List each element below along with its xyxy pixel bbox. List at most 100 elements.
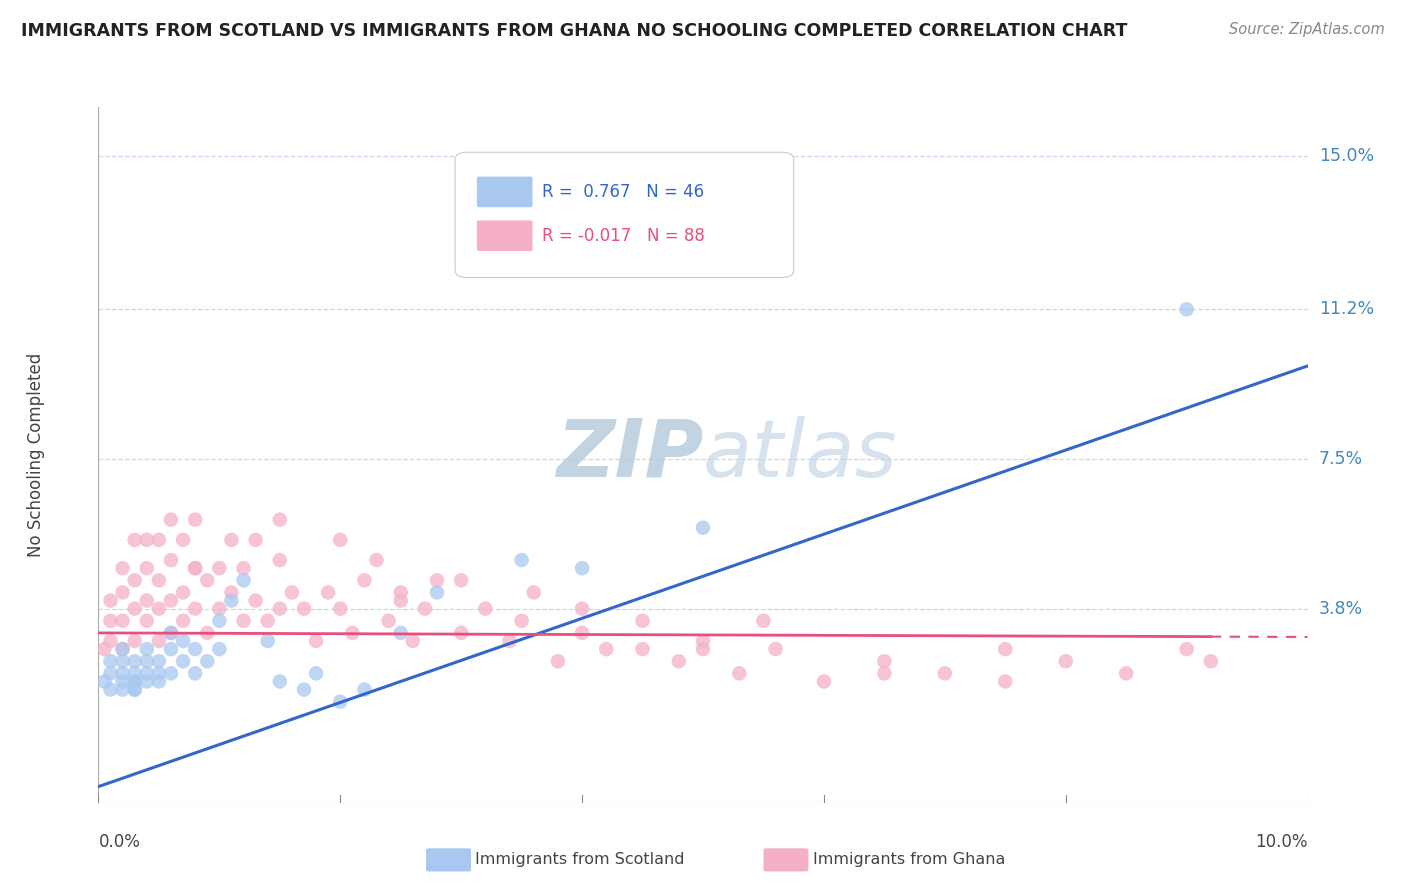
Text: R =  0.767   N = 46: R = 0.767 N = 46 [543, 183, 704, 201]
Point [305, 666, 328, 681]
Point [221, 533, 243, 547]
Point [195, 574, 218, 588]
Point [124, 674, 146, 689]
Point [148, 634, 170, 648]
Point [292, 682, 315, 697]
Point [692, 521, 714, 535]
Point [184, 561, 207, 575]
Point [148, 574, 170, 588]
Point [172, 634, 194, 648]
Point [426, 585, 449, 599]
Point [100, 634, 122, 648]
Point [111, 642, 134, 657]
Point [184, 642, 207, 657]
Point [184, 513, 207, 527]
Point [292, 601, 315, 615]
Point [111, 585, 134, 599]
Text: Immigrants from Scotland: Immigrants from Scotland [475, 853, 685, 867]
Point [100, 654, 122, 668]
Text: R = -0.017   N = 88: R = -0.017 N = 88 [543, 227, 704, 244]
Point [172, 654, 194, 668]
Point [111, 561, 134, 575]
Point [208, 614, 231, 628]
FancyBboxPatch shape [477, 177, 533, 207]
Point [100, 593, 122, 607]
Point [413, 601, 436, 615]
Point [172, 585, 194, 599]
Point [728, 666, 751, 681]
Point [765, 642, 787, 657]
Point [510, 614, 533, 628]
Point [148, 601, 170, 615]
Point [366, 553, 388, 567]
Point [172, 614, 194, 628]
Point [571, 561, 593, 575]
Point [160, 593, 183, 607]
Text: 15.0%: 15.0% [1319, 146, 1374, 165]
Point [329, 695, 352, 709]
Point [269, 513, 291, 527]
Point [269, 553, 291, 567]
Point [245, 533, 267, 547]
Point [160, 626, 183, 640]
Point [135, 642, 157, 657]
Point [389, 626, 412, 640]
Point [124, 654, 146, 668]
Point [631, 642, 654, 657]
Point [873, 666, 896, 681]
Point [402, 634, 425, 648]
Point [232, 614, 254, 628]
Point [111, 654, 134, 668]
Point [172, 533, 194, 547]
FancyBboxPatch shape [477, 220, 533, 251]
Point [692, 642, 714, 657]
Point [184, 561, 207, 575]
Point [160, 513, 183, 527]
Point [547, 654, 569, 668]
Point [135, 533, 157, 547]
Point [498, 634, 520, 648]
Point [668, 654, 690, 668]
Point [474, 601, 496, 615]
Point [208, 601, 231, 615]
Point [195, 626, 218, 640]
Point [256, 614, 278, 628]
Point [111, 666, 134, 681]
Text: Immigrants from Ghana: Immigrants from Ghana [813, 853, 1005, 867]
Point [329, 533, 352, 547]
Point [994, 674, 1017, 689]
Point [450, 574, 472, 588]
Point [111, 642, 134, 657]
Text: No Schooling Completed: No Schooling Completed [27, 353, 45, 557]
Point [316, 585, 339, 599]
Point [124, 682, 146, 697]
Point [510, 553, 533, 567]
Point [523, 585, 546, 599]
Point [135, 674, 157, 689]
Text: IMMIGRANTS FROM SCOTLAND VS IMMIGRANTS FROM GHANA NO SCHOOLING COMPLETED CORRELA: IMMIGRANTS FROM SCOTLAND VS IMMIGRANTS F… [21, 22, 1128, 40]
Text: 10.0%: 10.0% [1256, 833, 1308, 851]
Point [160, 553, 183, 567]
Text: 11.2%: 11.2% [1319, 301, 1374, 318]
Point [571, 626, 593, 640]
Point [245, 593, 267, 607]
Point [426, 574, 449, 588]
Point [100, 682, 122, 697]
Point [752, 614, 775, 628]
Point [135, 593, 157, 607]
Point [450, 626, 472, 640]
Point [135, 561, 157, 575]
Point [100, 614, 122, 628]
Point [377, 614, 399, 628]
Point [221, 593, 243, 607]
Text: 3.8%: 3.8% [1319, 599, 1362, 617]
Point [160, 626, 183, 640]
Point [873, 654, 896, 668]
Point [1054, 654, 1077, 668]
Text: 7.5%: 7.5% [1319, 450, 1362, 468]
Point [631, 614, 654, 628]
Point [221, 585, 243, 599]
Point [111, 682, 134, 697]
Point [269, 674, 291, 689]
Point [595, 642, 617, 657]
